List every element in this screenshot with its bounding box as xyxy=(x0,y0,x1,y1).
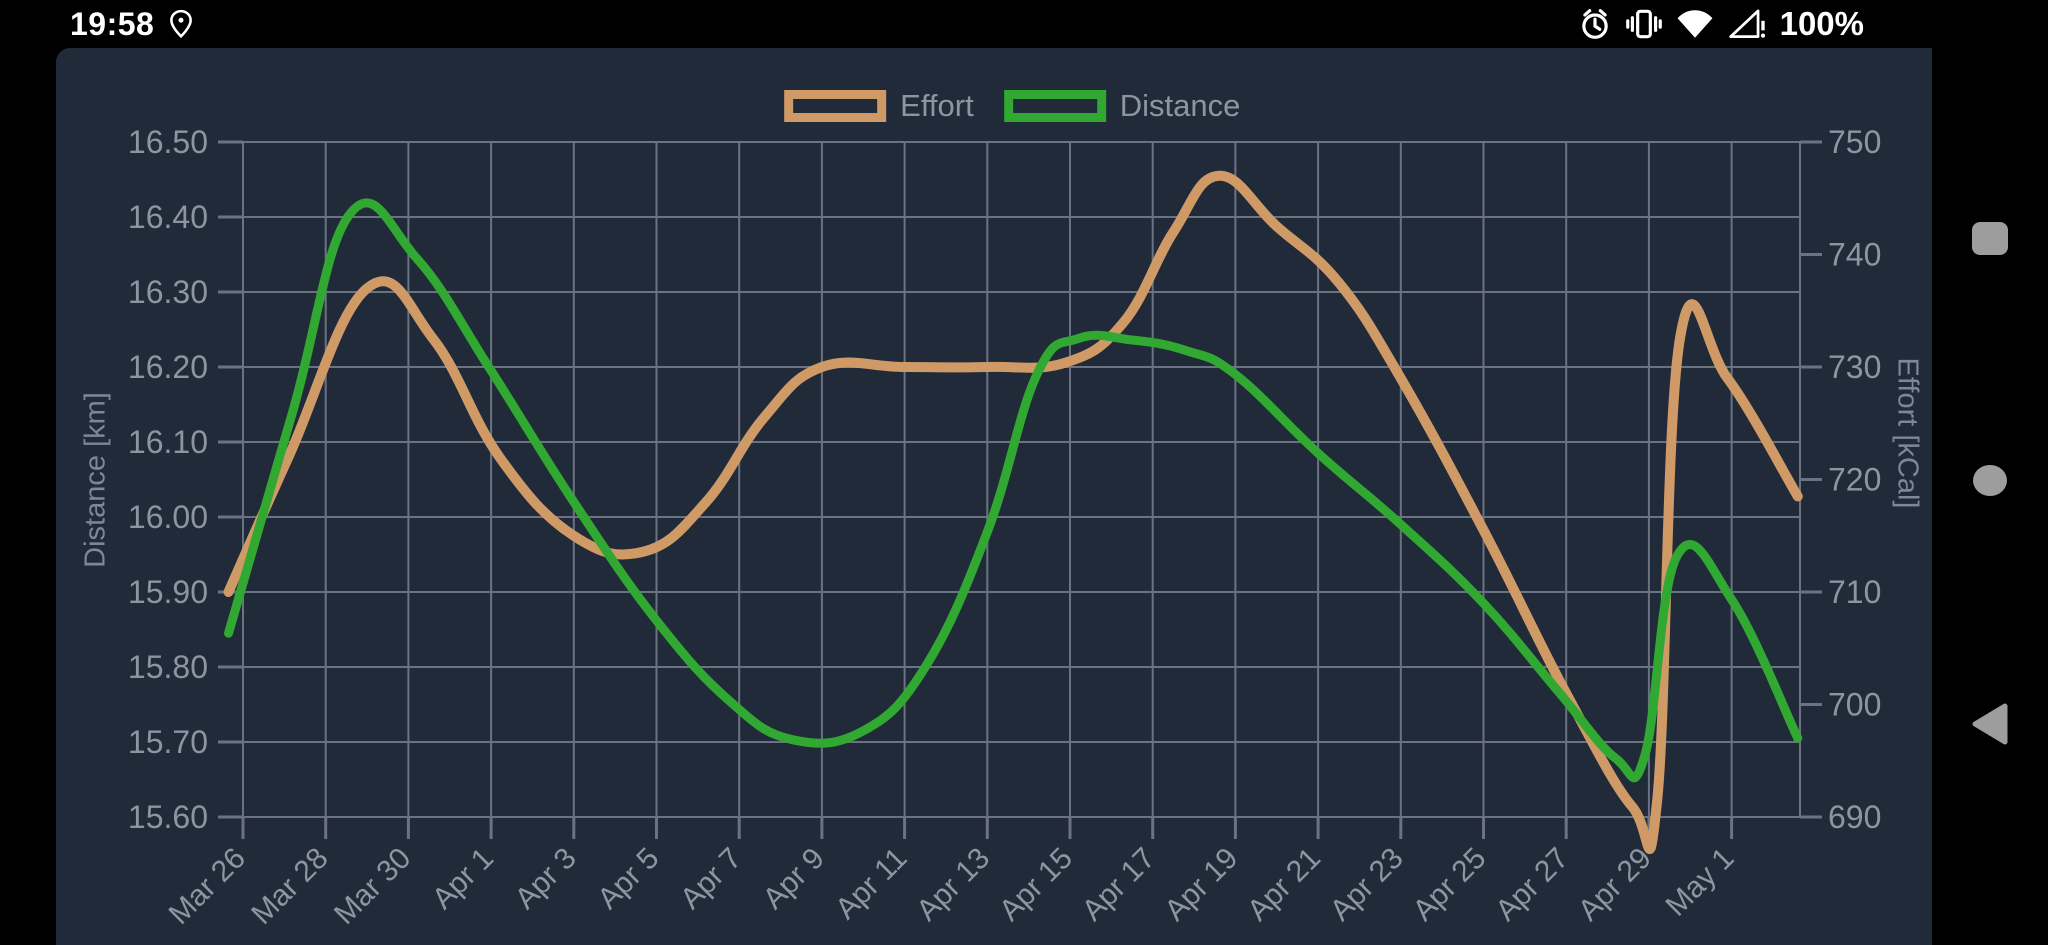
left-axis-tick-label: 16.30 xyxy=(128,274,208,310)
navigation-bar xyxy=(1932,48,2048,945)
x-axis-tick-label: Apr 13 xyxy=(910,842,996,928)
legend-label-distance: Distance xyxy=(1119,88,1241,123)
right-axis-tick-label: 750 xyxy=(1828,124,1881,160)
right-axis-tick-label: 720 xyxy=(1828,462,1881,498)
x-axis-tick-label: Apr 1 xyxy=(426,842,500,916)
legend-item-effort: Effort xyxy=(784,88,974,124)
x-axis-tick-label: Apr 7 xyxy=(674,842,748,916)
legend-item-distance: Distance xyxy=(1003,88,1241,124)
square-icon xyxy=(1972,222,2008,255)
x-axis-tick-label: Apr 29 xyxy=(1572,842,1658,928)
vibrate-icon xyxy=(1625,9,1662,39)
chart-panel: 16.50 16.40 16.30 16.20 16.10 16.00 15.90 15.80… xyxy=(56,48,1932,945)
location-icon xyxy=(170,9,193,39)
wifi-icon xyxy=(1677,10,1713,38)
left-axis-tick-label: 16.10 xyxy=(128,424,208,460)
left-axis-tick-label: 16.40 xyxy=(128,199,208,235)
x-axis-tick-label: Apr 15 xyxy=(993,842,1079,928)
x-axis-tick-label: Apr 5 xyxy=(591,842,665,916)
x-axis-tick-label: Apr 27 xyxy=(1489,842,1575,928)
status-bar-left: 19:58 xyxy=(70,0,194,48)
distance-legend-swatch xyxy=(1003,90,1106,122)
x-axis-tick-label: Apr 11 xyxy=(829,842,913,926)
back-button[interactable] xyxy=(1964,696,2016,752)
home-button[interactable] xyxy=(1966,458,2014,503)
status-bar: 19:58 100% xyxy=(0,0,2048,48)
circle-icon xyxy=(1973,465,2007,496)
x-axis-tick-label: Apr 21 xyxy=(1241,842,1327,928)
battery-percent: 100% xyxy=(1779,5,1864,42)
left-axis-title: Distance [km] xyxy=(79,392,112,568)
left-axis-tick-label: 16.00 xyxy=(128,499,208,535)
x-axis-tick-label: Apr 25 xyxy=(1407,842,1493,928)
distance-curve xyxy=(224,198,1803,783)
x-axis-tick-label: Apr 23 xyxy=(1324,842,1410,928)
status-bar-right: 100% xyxy=(1578,0,1864,48)
triangle-icon xyxy=(1972,703,2008,745)
right-axis-tick-label: 690 xyxy=(1828,799,1881,835)
right-axis-tick-label: 700 xyxy=(1828,687,1881,723)
chart-legend: Effort Distance xyxy=(784,88,1240,124)
left-axis-tick-label: 15.90 xyxy=(128,574,208,610)
x-axis-tick-label: Apr 19 xyxy=(1159,842,1245,928)
x-axis-tick-label: Mar 28 xyxy=(245,842,334,931)
left-axis-tick-label: 16.50 xyxy=(128,124,208,160)
cellular-no-signal-icon xyxy=(1728,9,1765,38)
effort-legend-swatch xyxy=(784,90,887,122)
left-axis-tick-label: 16.20 xyxy=(128,349,208,385)
right-axis-title: Effort [kCal] xyxy=(1891,357,1924,509)
legend-label-effort: Effort xyxy=(900,88,974,123)
recents-button[interactable] xyxy=(1964,214,2016,263)
x-axis-tick-label: Mar 30 xyxy=(328,842,417,931)
x-axis-tick-label: Apr 3 xyxy=(509,842,583,916)
left-axis-tick-label: 15.70 xyxy=(128,724,208,760)
x-axis-tick-label: Mar 26 xyxy=(163,842,252,931)
effort-curve xyxy=(223,170,1803,854)
status-time: 19:58 xyxy=(70,5,155,42)
x-axis-tick-label: Apr 9 xyxy=(757,842,831,916)
right-axis-tick-label: 710 xyxy=(1828,574,1881,610)
right-axis-tick-label: 740 xyxy=(1828,237,1881,273)
alarm-icon xyxy=(1581,9,1608,39)
chart-canvas[interactable]: 16.50 16.40 16.30 16.20 16.10 16.00 15.90 15.80… xyxy=(56,48,1932,945)
x-axis-tick-label: Apr 17 xyxy=(1076,842,1162,928)
left-axis-tick-label: 15.60 xyxy=(128,799,208,835)
right-axis-tick-label: 730 xyxy=(1828,349,1881,385)
x-axis-tick-label: May 1 xyxy=(1659,842,1740,923)
left-axis-tick-label: 15.80 xyxy=(128,649,208,685)
